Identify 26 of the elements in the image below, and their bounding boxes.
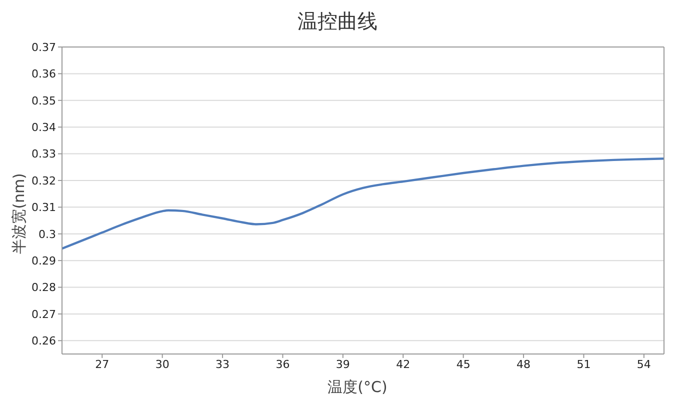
y-tick-label: 0.26 [32,334,56,348]
y-tick-label: 0.33 [32,148,56,161]
x-tick-label: 39 [336,358,350,371]
y-tick-label: 0.27 [32,308,56,321]
y-tick-label: 0.37 [32,40,56,54]
x-tick-label: 36 [276,358,290,371]
y-tick-label: 0.28 [32,281,56,294]
y-tick-label: 0.29 [32,254,56,268]
line-series [62,157,664,250]
y-tick-label: 0.35 [32,94,56,108]
y-tick-label: 0.31 [32,201,56,214]
y-axis-title: 半波宽(nm) [10,172,28,254]
y-tick-label: 0.3 [38,228,56,241]
x-tick-label: 48 [516,358,531,371]
x-tick-label: 30 [155,358,170,371]
y-tick-label: 0.32 [32,174,56,188]
x-tick-label: 33 [216,358,230,371]
x-tick-label: 45 [456,358,470,371]
y-tick-label: 0.34 [32,120,56,134]
x-tick-label: 54 [636,358,651,371]
x-tick-label: 51 [576,358,591,371]
x-tick-label: 42 [396,358,410,371]
y-tick-label: 0.36 [32,68,56,81]
x-axis-title: 温度(°C) [326,378,388,397]
x-tick-label: 27 [95,358,110,371]
chart-title: 温控曲线 [296,8,378,35]
